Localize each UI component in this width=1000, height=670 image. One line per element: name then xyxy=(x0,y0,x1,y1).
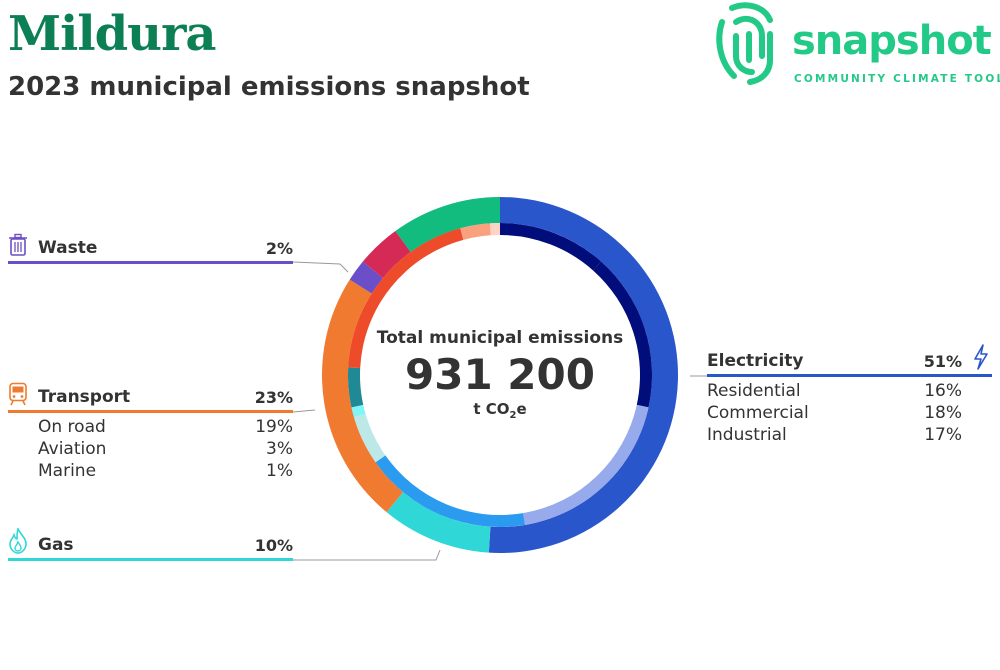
inner-slice-commercial xyxy=(523,404,649,525)
outer-slice-gas xyxy=(386,492,491,553)
sector-transport-name: Transport xyxy=(38,387,131,407)
sector-waste: Waste 2% xyxy=(8,233,293,264)
sector-gas-pct: 10% xyxy=(254,536,293,555)
inner-slice-on-road xyxy=(348,228,464,369)
logo-wordmark: snapshot xyxy=(792,18,992,64)
inner-slice-aviation xyxy=(460,223,491,240)
electricity-sub-row: Commercial 18% xyxy=(707,403,962,423)
inner-slice-6 xyxy=(347,367,364,408)
total-unit: t CO2e xyxy=(473,400,527,421)
waste-bin-icon xyxy=(9,233,27,256)
snapshot-logo: snapshot COMMUNITY CLIMATE TOOL xyxy=(712,0,1000,90)
sector-electricity: Electricity 51% Residential 16% Commerci… xyxy=(707,344,992,445)
total-value: 931 200 xyxy=(405,350,595,399)
sector-waste-name: Waste xyxy=(38,238,98,258)
outer-slice-transport xyxy=(321,279,404,513)
electricity-sub-row: Residential 16% xyxy=(707,381,962,401)
sector-transport-header: Transport 23% xyxy=(8,382,293,413)
sector-transport-pct: 23% xyxy=(254,388,293,407)
page-title: Mildura xyxy=(8,6,216,62)
outer-slice-electricity xyxy=(488,197,679,553)
sector-waste-pct: 2% xyxy=(265,239,293,258)
inner-slice-4 xyxy=(353,413,386,463)
outer-slice-4 xyxy=(362,230,411,279)
outer-slice-waste xyxy=(349,261,383,294)
sector-electricity-pct: 51% xyxy=(923,352,962,371)
inner-slice-marine xyxy=(489,223,500,236)
sector-gas-header: Gas 10% xyxy=(8,528,293,561)
logo-tagline: COMMUNITY CLIMATE TOOL xyxy=(794,73,1000,85)
flame-icon xyxy=(9,528,27,554)
train-icon xyxy=(9,382,27,406)
inner-slice-residential xyxy=(593,261,652,408)
transport-leader-line xyxy=(292,409,316,413)
page-subtitle: 2023 municipal emissions snapshot xyxy=(8,72,530,102)
transport-sub-row: Aviation 3% xyxy=(38,439,293,459)
total-label: Total municipal emissions xyxy=(376,328,624,348)
lightning-icon xyxy=(974,344,988,370)
transport-sub-row: Marine 1% xyxy=(38,461,293,481)
inner-slice-industrial xyxy=(375,455,526,527)
sector-electricity-name: Electricity xyxy=(707,351,804,371)
sector-waste-header: Waste 2% xyxy=(8,233,293,264)
gas-leader-line xyxy=(293,549,441,561)
inner-slice-5 xyxy=(351,404,366,418)
sector-transport: Transport 23% On road 19% Aviation 3% Ma… xyxy=(8,382,293,481)
sector-gas: Gas 10% xyxy=(8,528,293,561)
waste-leader-line xyxy=(292,261,349,273)
outer-slice-5 xyxy=(395,197,500,253)
donut-center: Total municipal emissions 931 200 t CO2e xyxy=(360,328,640,421)
electricity-sub-row: Industrial 17% xyxy=(707,425,962,445)
sector-gas-name: Gas xyxy=(38,535,74,555)
sector-electricity-header: Electricity 51% xyxy=(707,344,992,377)
transport-sub-row: On road 19% xyxy=(38,417,293,437)
inner-slice-0 xyxy=(500,223,602,271)
fingerprint-icon xyxy=(716,2,773,85)
